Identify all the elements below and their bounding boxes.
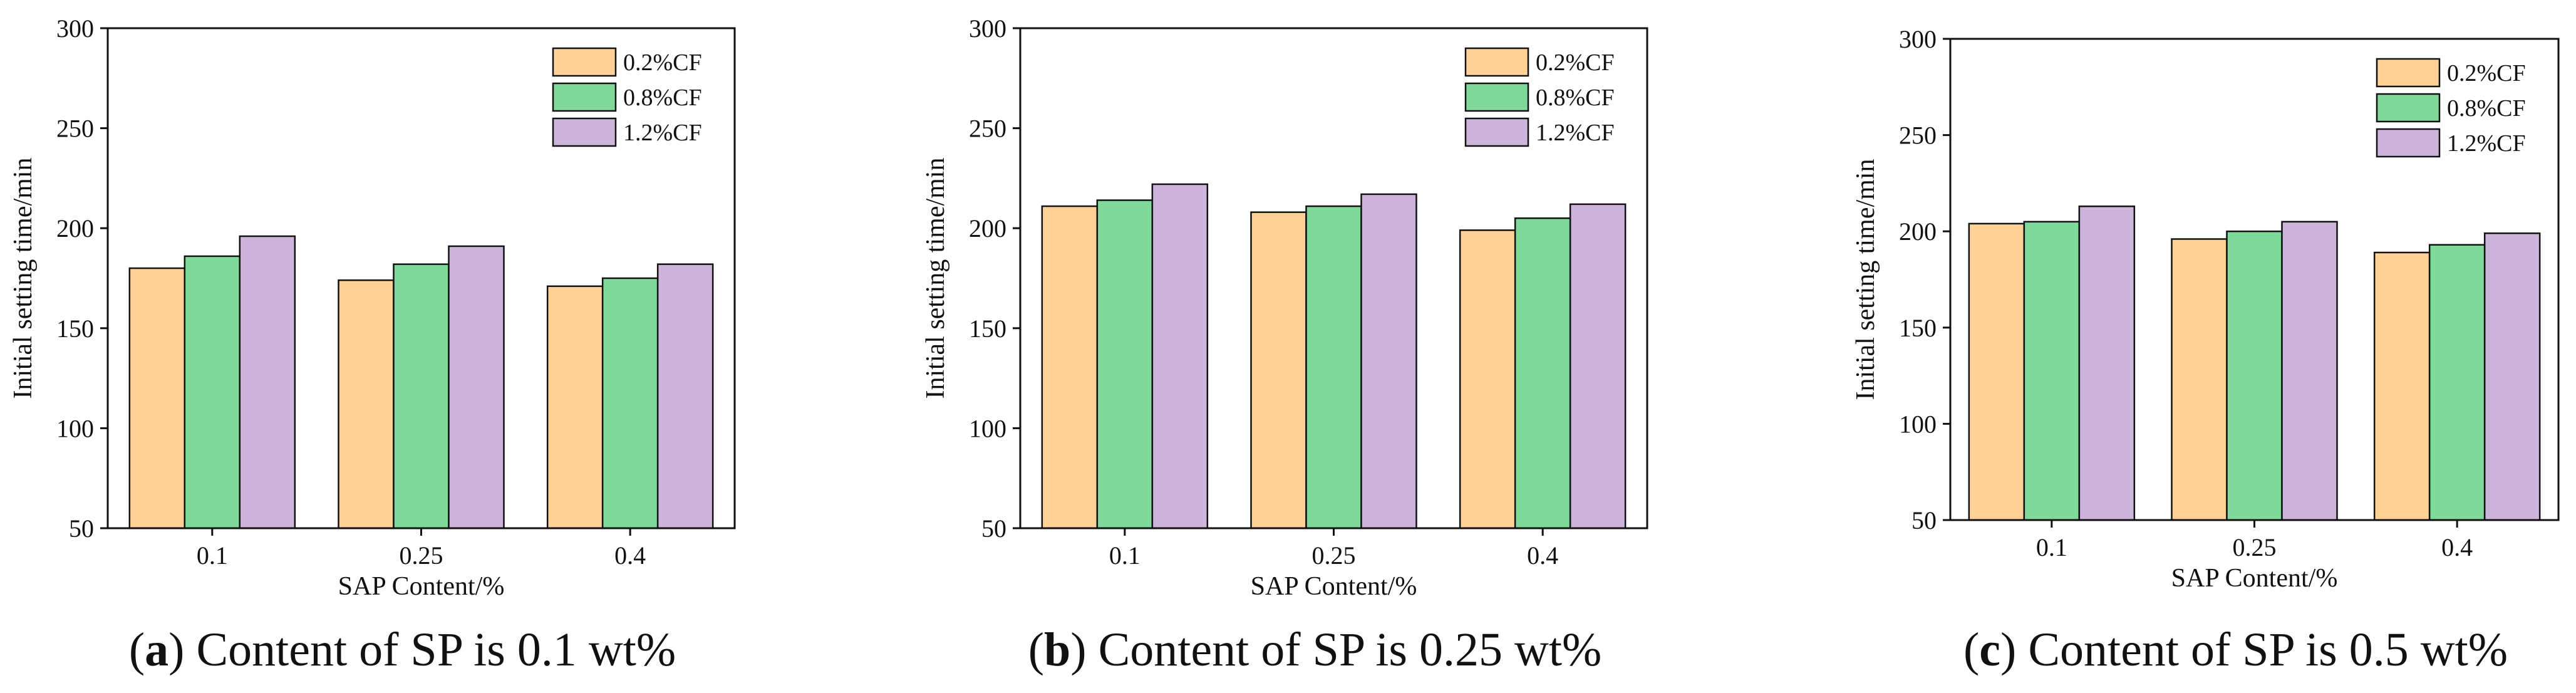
chart-panel-c: 50 100 150 200 250 300 0.1 0.25 0.4 SAP Content/%… <box>1851 25 2560 676</box>
x-tick-label: 0.4 <box>2441 533 2473 561</box>
x-tick-label: 0.25 <box>400 541 443 570</box>
bar-1.2%CF-0.25 <box>1360 193 1417 529</box>
bar-0.8%CF-0.25 <box>1305 205 1362 529</box>
x-tick-label: 0.25 <box>1312 541 1356 570</box>
bar-0.2%CF-0.25 <box>1250 211 1307 529</box>
bar-0.2%CF-0.4 <box>1459 229 1516 529</box>
bar-0.8%CF-0.4 <box>1514 217 1571 529</box>
y-axis-label: Initial setting time/min <box>1851 159 1880 400</box>
y-tick-label: 150 <box>56 315 94 343</box>
y-tick-label: 50 <box>69 514 94 543</box>
legend-swatch <box>1464 117 1529 147</box>
x-tick-label: 0.1 <box>1109 541 1141 570</box>
x-axis-label: SAP Content/% <box>338 572 505 601</box>
panel-letter: c <box>1979 623 2000 676</box>
panel-caption: (a) Content of SP is 0.1 wt% <box>129 623 676 676</box>
y-tick-label: 250 <box>56 115 94 143</box>
bar-0.2%CF-0.25 <box>2171 238 2228 521</box>
legend-swatch <box>2376 58 2441 88</box>
bar-0.8%CF-0.25 <box>2226 230 2283 521</box>
bar-0.8%CF-0.1 <box>1096 199 1154 529</box>
legend-label: 1.2%CF <box>623 120 702 146</box>
panel-caption: (b) Content of SP is 0.25 wt% <box>1028 623 1602 676</box>
legend-label: 1.2%CF <box>1536 120 1615 146</box>
legend: 0.2%CF 0.8%CF 1.2%CF <box>552 47 702 147</box>
x-tick-label: 0.1 <box>2036 533 2067 561</box>
panel-letter: b <box>1044 623 1070 676</box>
chart-panel-a: 50 100 150 200 250 300 0.1 0.25 0.4 SAP Content/%… <box>9 14 736 676</box>
panel-caption-text: Content of SP is 0.1 wt% <box>196 623 676 676</box>
legend-swatch <box>2376 93 2441 123</box>
bar-0.8%CF-0.4 <box>2428 244 2486 521</box>
bar-0.2%CF-0.4 <box>546 285 604 529</box>
panel-caption: (c) Content of SP is 0.5 wt% <box>1963 623 2508 676</box>
x-tick-label: 0.4 <box>614 541 646 570</box>
bar-0.8%CF-0.1 <box>184 255 241 529</box>
bar-1.2%CF-0.25 <box>2281 221 2338 521</box>
legend-swatch <box>1464 47 1529 77</box>
y-tick-label: 100 <box>56 414 94 442</box>
y-tick-label: 300 <box>1899 25 1937 53</box>
legend-label: 0.2%CF <box>2447 60 2526 86</box>
bar-0.2%CF-0.1 <box>1968 222 2025 521</box>
legend-label: 0.8%CF <box>623 85 702 111</box>
bar-0.8%CF-0.4 <box>601 277 659 529</box>
x-tick-label: 0.25 <box>2233 533 2277 561</box>
y-tick-label: 200 <box>969 214 1006 242</box>
y-tick-label: 150 <box>969 315 1006 343</box>
bar-0.2%CF-0.1 <box>1041 205 1099 529</box>
bar-0.2%CF-0.4 <box>2373 251 2431 521</box>
legend-swatch <box>2376 128 2441 158</box>
y-tick-label: 300 <box>969 14 1006 43</box>
y-tick-label: 300 <box>56 14 94 43</box>
bar-1.2%CF-0.4 <box>656 263 714 529</box>
bar-1.2%CF-0.1 <box>1151 183 1209 529</box>
x-tick-label: 0.4 <box>1527 541 1558 570</box>
legend-label: 1.2%CF <box>2447 130 2526 157</box>
y-tick-label: 50 <box>1911 506 1937 534</box>
legend-label: 0.8%CF <box>1536 85 1615 111</box>
chart-panel-b: 50 100 150 200 250 300 0.1 0.25 0.4 SAP Content/%… <box>921 14 1648 676</box>
legend-swatch <box>552 82 617 112</box>
y-axis-label: Initial setting time/min <box>921 158 950 399</box>
bar-1.2%CF-0.1 <box>239 235 296 529</box>
y-tick-label: 200 <box>56 214 94 242</box>
bar-1.2%CF-0.4 <box>2483 232 2541 521</box>
bar-0.8%CF-0.1 <box>2023 221 2081 521</box>
bar-1.2%CF-0.1 <box>2078 206 2136 521</box>
legend-swatch <box>1464 82 1529 112</box>
y-tick-label: 200 <box>1899 217 1937 246</box>
legend: 0.2%CF 0.8%CF 1.2%CF <box>1464 47 1615 147</box>
bar-0.8%CF-0.25 <box>393 263 450 529</box>
y-tick-label: 250 <box>1899 122 1937 150</box>
panel-letter: a <box>145 623 168 676</box>
y-tick-label: 250 <box>969 115 1006 143</box>
x-axis-label: SAP Content/% <box>1251 572 1417 601</box>
panel-caption-text: Content of SP is 0.5 wt% <box>2028 623 2508 676</box>
y-tick-label: 100 <box>969 414 1006 442</box>
legend-swatch <box>552 47 617 77</box>
x-axis-label: SAP Content/% <box>2171 564 2338 593</box>
bar-1.2%CF-0.25 <box>448 245 505 529</box>
y-axis-label: Initial setting time/min <box>9 158 38 399</box>
legend-swatch <box>552 117 617 147</box>
bar-1.2%CF-0.4 <box>1569 203 1627 529</box>
legend-label: 0.2%CF <box>1536 50 1615 76</box>
legend-label: 0.2%CF <box>623 50 702 76</box>
bar-0.2%CF-0.25 <box>338 279 395 529</box>
panel-caption-text: Content of SP is 0.25 wt% <box>1099 623 1602 676</box>
legend-label: 0.8%CF <box>2447 95 2526 122</box>
y-tick-label: 100 <box>1899 410 1937 438</box>
x-tick-label: 0.1 <box>197 541 228 570</box>
legend: 0.2%CF 0.8%CF 1.2%CF <box>2376 58 2526 158</box>
y-tick-label: 150 <box>1899 314 1937 342</box>
bar-0.2%CF-0.1 <box>128 267 186 529</box>
y-tick-label: 50 <box>981 514 1006 543</box>
